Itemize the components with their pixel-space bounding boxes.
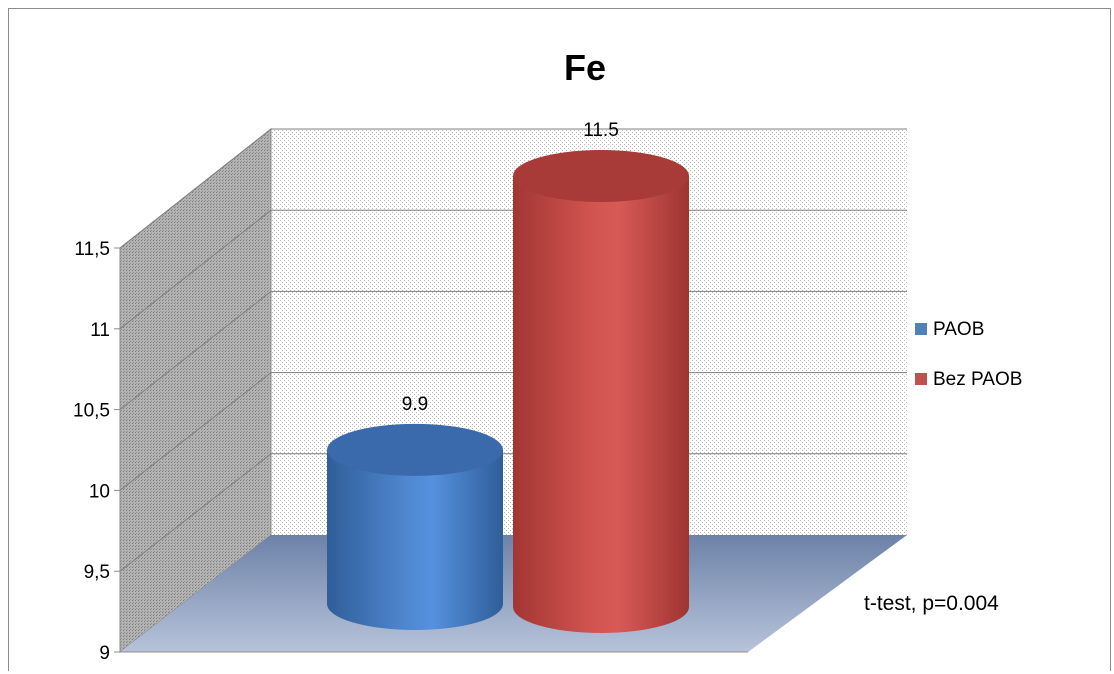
data-labels: 9.9 11.5 <box>402 120 619 415</box>
cylinder-body <box>327 449 503 630</box>
legend-swatch <box>915 323 927 335</box>
gridline-side <box>119 209 272 330</box>
gridline-side <box>119 372 272 491</box>
legend-swatch <box>915 373 927 385</box>
y-tick-label: 10 <box>89 481 110 502</box>
legend-label: Bez PAOB <box>933 369 1022 390</box>
y-tick-label: 11 <box>90 320 110 341</box>
legend: PAOB Bez PAOB <box>915 319 1022 390</box>
gridline-side <box>119 291 272 410</box>
t-test-annotation: t-test, p=0.004 <box>864 592 999 615</box>
bar-paob <box>327 423 503 630</box>
y-tick-label: 9,5 <box>84 562 110 583</box>
bars <box>327 150 689 633</box>
chart-title: Fe <box>564 47 606 88</box>
cylinder-top <box>513 150 689 202</box>
gridline-side <box>119 453 272 572</box>
data-label: 9.9 <box>402 394 428 415</box>
y-tick-label: 10,5 <box>73 401 110 422</box>
gridline-side <box>119 128 272 249</box>
y-axis-ticks: 9 9,5 10 10,5 11 11,5 <box>73 239 121 664</box>
cylinder-body <box>513 176 689 633</box>
legend-label: PAOB <box>933 319 984 340</box>
bar-bez-paob <box>513 150 689 633</box>
data-label: 11.5 <box>583 120 619 141</box>
y-tick-label: 9 <box>99 643 110 664</box>
cylinder-top <box>327 423 503 476</box>
y-tick-label: 11,5 <box>74 239 110 260</box>
